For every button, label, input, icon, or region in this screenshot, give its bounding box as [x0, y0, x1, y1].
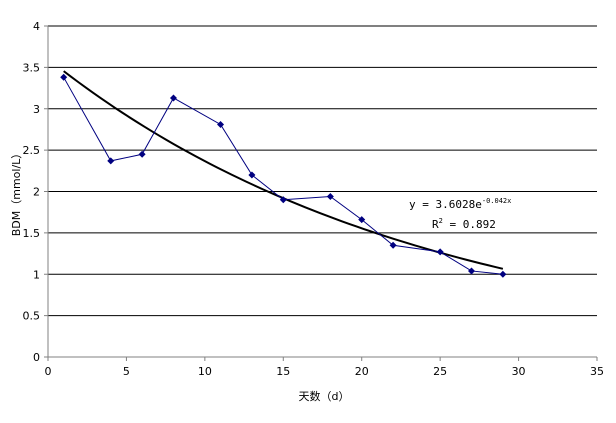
data-point-3 — [169, 94, 177, 102]
y-tick-label-8: 4 — [33, 20, 40, 33]
ticks — [44, 25, 598, 361]
y-tick-label-1: 0.5 — [23, 310, 41, 323]
data-point-0 — [60, 73, 68, 81]
gridlines — [48, 25, 597, 317]
data-point-10 — [436, 248, 444, 256]
y-tick-label-3: 1.5 — [23, 227, 41, 240]
x-tick-labels: 0 5 10 15 20 25 30 35 — [45, 365, 605, 378]
x-axis-title: 天数（d） — [299, 390, 350, 403]
trendline — [63, 70, 504, 270]
data-point-6 — [279, 196, 287, 204]
r2-suffix: = 0.892 — [443, 218, 496, 231]
equation-prefix: y = 3.6028e — [409, 198, 482, 211]
data-point-12 — [499, 270, 507, 278]
data-point-5 — [248, 171, 256, 179]
y-axis-title: BDM（mmol/L） — [10, 148, 23, 237]
r-squared-label: R2 = 0.892 — [432, 217, 496, 231]
x-tick-label-0: 0 — [45, 365, 52, 378]
x-tick-label-6: 30 — [512, 365, 526, 378]
r2-prefix: R — [432, 218, 439, 231]
data-point-4 — [217, 120, 225, 128]
equation-exponent: -0.042x — [482, 197, 512, 205]
x-tick-label-7: 35 — [590, 365, 604, 378]
data-point-1 — [107, 157, 115, 165]
data-point-8 — [358, 216, 366, 224]
series-line — [63, 77, 503, 275]
data-point-11 — [468, 267, 476, 275]
data-point-7 — [326, 192, 334, 200]
y-tick-label-7: 3.5 — [23, 61, 41, 74]
data-point-2 — [138, 150, 146, 158]
data-point-9 — [389, 241, 397, 249]
r2-superscript: 2 — [439, 217, 443, 225]
y-tick-label-0: 0 — [33, 351, 40, 364]
x-tick-label-4: 20 — [355, 365, 369, 378]
y-tick-label-6: 3 — [33, 103, 40, 116]
data-points — [60, 73, 507, 278]
y-tick-label-4: 2 — [33, 186, 40, 199]
x-tick-label-5: 25 — [433, 365, 447, 378]
trendline-equation: y = 3.6028e-0.042x — [409, 197, 511, 211]
y-tick-label-2: 1 — [33, 268, 40, 281]
x-tick-label-1: 5 — [123, 365, 130, 378]
x-tick-label-2: 10 — [198, 365, 212, 378]
x-tick-label-3: 15 — [276, 365, 290, 378]
y-tick-labels: 0 0.5 1 1.5 2 2.5 3 3.5 4 — [23, 20, 41, 364]
y-tick-label-5: 2.5 — [23, 144, 41, 157]
